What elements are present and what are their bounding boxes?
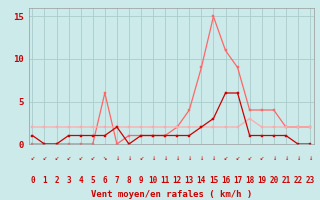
Text: ↙: ↙ (79, 155, 83, 161)
Text: 4: 4 (78, 176, 83, 185)
Text: Vent moyen/en rafales ( km/h ): Vent moyen/en rafales ( km/h ) (91, 190, 252, 199)
Text: 9: 9 (139, 176, 143, 185)
Text: ↙: ↙ (42, 155, 47, 161)
Text: 1: 1 (42, 176, 47, 185)
Text: ↓: ↓ (199, 155, 204, 161)
Text: ↙: ↙ (139, 155, 143, 161)
Text: 16: 16 (221, 176, 230, 185)
Text: 6: 6 (102, 176, 107, 185)
Text: ↓: ↓ (211, 155, 216, 161)
Text: ↙: ↙ (91, 155, 95, 161)
Text: ↓: ↓ (296, 155, 300, 161)
Text: 17: 17 (233, 176, 242, 185)
Text: ↓: ↓ (284, 155, 288, 161)
Text: 20: 20 (269, 176, 278, 185)
Text: ↙: ↙ (260, 155, 264, 161)
Text: ↙: ↙ (247, 155, 252, 161)
Text: 10: 10 (148, 176, 158, 185)
Text: ↓: ↓ (115, 155, 119, 161)
Text: ↓: ↓ (151, 155, 155, 161)
Text: 7: 7 (115, 176, 119, 185)
Text: ↓: ↓ (272, 155, 276, 161)
Text: ↓: ↓ (127, 155, 131, 161)
Text: 8: 8 (127, 176, 131, 185)
Text: 3: 3 (66, 176, 71, 185)
Text: 23: 23 (305, 176, 315, 185)
Text: ↓: ↓ (187, 155, 191, 161)
Text: 0: 0 (30, 176, 35, 185)
Text: 11: 11 (161, 176, 170, 185)
Text: ↓: ↓ (163, 155, 167, 161)
Text: ↙: ↙ (30, 155, 35, 161)
Text: ↘: ↘ (103, 155, 107, 161)
Text: 13: 13 (185, 176, 194, 185)
Text: 14: 14 (197, 176, 206, 185)
Text: ↙: ↙ (236, 155, 240, 161)
Text: 12: 12 (172, 176, 182, 185)
Text: ↙: ↙ (67, 155, 71, 161)
Text: 15: 15 (209, 176, 218, 185)
Text: 19: 19 (257, 176, 266, 185)
Text: 2: 2 (54, 176, 59, 185)
Text: ↙: ↙ (54, 155, 59, 161)
Text: 5: 5 (91, 176, 95, 185)
Text: ↓: ↓ (175, 155, 179, 161)
Text: ↓: ↓ (308, 155, 312, 161)
Text: 22: 22 (293, 176, 302, 185)
Text: 21: 21 (281, 176, 291, 185)
Text: 18: 18 (245, 176, 254, 185)
Text: ↙: ↙ (223, 155, 228, 161)
